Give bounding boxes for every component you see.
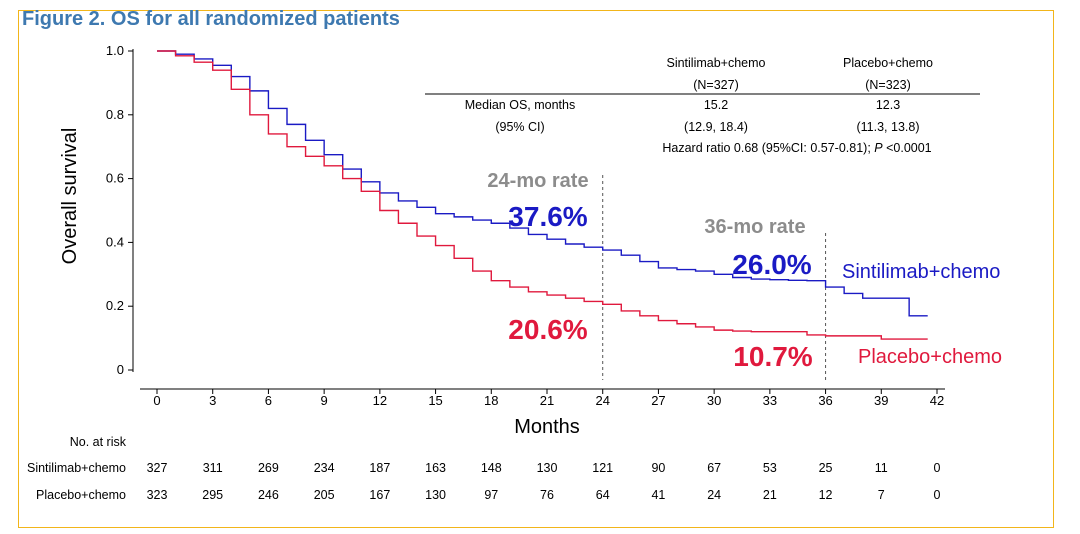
- x-tick-label: 12: [373, 393, 387, 408]
- rate-guide-lines: [602, 175, 827, 380]
- y-axis-label: Overall survival: [59, 128, 81, 265]
- risk-cell: 76: [540, 488, 554, 502]
- risk-cell: 130: [537, 461, 558, 475]
- y-tick-label: 0.8: [106, 107, 124, 122]
- risk-cell: 148: [481, 461, 502, 475]
- curve-sintilimab-chemo: [157, 50, 928, 317]
- risk-cell: 11: [875, 461, 888, 475]
- rate36-header: 36-mo rate: [704, 216, 805, 238]
- plac-rate24-label: 20.6%: [508, 314, 587, 345]
- x-tick-label: 33: [763, 393, 777, 408]
- x-tick-label: 0: [153, 393, 160, 408]
- risk-cell: 234: [314, 461, 335, 475]
- x-tick-label: 30: [707, 393, 721, 408]
- x-tick-label: 36: [818, 393, 832, 408]
- risk-cell: 327: [147, 461, 168, 475]
- risk-cell: 25: [819, 461, 833, 475]
- y-tick-label: 0.2: [106, 298, 124, 313]
- table-col1-n: (N=327): [693, 78, 739, 92]
- risk-cell: 121: [592, 461, 613, 475]
- y-tick-label: 0: [117, 362, 124, 377]
- x-axis-label: Months: [514, 416, 580, 438]
- table-row1-label: Median OS, months: [465, 98, 575, 112]
- x-tick-label: 42: [930, 393, 944, 408]
- figure-title: Figure 2. OS for all randomized patients: [22, 8, 400, 30]
- risk-cell: 0: [934, 461, 941, 475]
- risk-cell: 205: [314, 488, 335, 502]
- curve-placebo-chemo: [157, 50, 928, 340]
- hazard-ratio-text: Hazard ratio 0.68 (95%CI: 0.57-0.81); P …: [662, 141, 931, 155]
- risk-cell: 21: [763, 488, 777, 502]
- risk-cell: 269: [258, 461, 279, 475]
- risk-cell: 311: [203, 461, 223, 475]
- x-tick-label: 6: [265, 393, 272, 408]
- table-row1-col1: 15.2: [704, 98, 728, 112]
- survival-curves: [157, 50, 928, 340]
- legend-placebo: Placebo+chemo: [858, 346, 1002, 368]
- table-row2-col2: (11.3, 13.8): [856, 120, 919, 134]
- risk-cell: 12: [819, 488, 833, 502]
- figure-frame: [18, 10, 1054, 528]
- x-tick-label: 24: [595, 393, 609, 408]
- risk-row-label: Sintilimab+chemo: [27, 461, 126, 475]
- x-tick-label: 15: [428, 393, 442, 408]
- legend-sintilimab: Sintilimab+chemo: [842, 261, 1000, 283]
- risk-cell: 53: [763, 461, 777, 475]
- table-row1-col2: 12.3: [876, 98, 900, 112]
- chart-axes: 00.20.40.60.81.00 3 6 9 12 15 18 21 24 27 30 33 36 39…: [106, 43, 945, 408]
- risk-cell: 187: [369, 461, 390, 475]
- risk-row-label: Placebo+chemo: [36, 488, 126, 502]
- table-col2-header: Placebo+chemo: [843, 56, 933, 70]
- risk-cell: 7: [878, 488, 885, 502]
- risk-cell: 163: [425, 461, 446, 475]
- table-col2-n: (N=323): [865, 78, 911, 92]
- sint-rate36-label: 26.0%: [732, 249, 811, 280]
- risk-cell: 323: [147, 488, 168, 502]
- summary-table: Sintilimab+chemo (N=327) Placebo+chemo (…: [425, 56, 980, 155]
- risk-cell: 24: [707, 488, 721, 502]
- x-tick-label: 9: [321, 393, 328, 408]
- risk-cell: 130: [425, 488, 446, 502]
- x-tick-label: 3: [209, 393, 216, 408]
- x-tick-label: 21: [540, 393, 554, 408]
- risk-header: No. at risk: [70, 435, 127, 449]
- sint-rate24-label: 37.6%: [508, 201, 587, 232]
- x-tick-label: 39: [874, 393, 888, 408]
- risk-cell: 90: [651, 461, 665, 475]
- risk-cell: 295: [202, 488, 223, 502]
- table-col1-header: Sintilimab+chemo: [666, 56, 765, 70]
- table-row2-label: (95% CI): [495, 120, 544, 134]
- x-tick-label: 18: [484, 393, 498, 408]
- risk-cell: 67: [707, 461, 721, 475]
- plac-rate36-label: 10.7%: [733, 341, 812, 372]
- y-tick-label: 0.6: [106, 171, 124, 186]
- y-tick-label: 0.4: [106, 234, 124, 249]
- risk-cell: 41: [651, 488, 665, 502]
- rate24-header: 24-mo rate: [487, 170, 588, 192]
- risk-cell: 64: [596, 488, 610, 502]
- risk-cell: 97: [484, 488, 498, 502]
- risk-table: No. at risk Sintilimab+chemo 327 311 269 234…: [27, 435, 941, 502]
- risk-cell: 0: [934, 488, 941, 502]
- risk-cell: 167: [369, 488, 390, 502]
- table-row2-col1: (12.9, 18.4): [684, 120, 748, 134]
- y-tick-label: 1.0: [106, 43, 124, 58]
- risk-cell: 246: [258, 488, 279, 502]
- x-tick-label: 27: [651, 393, 665, 408]
